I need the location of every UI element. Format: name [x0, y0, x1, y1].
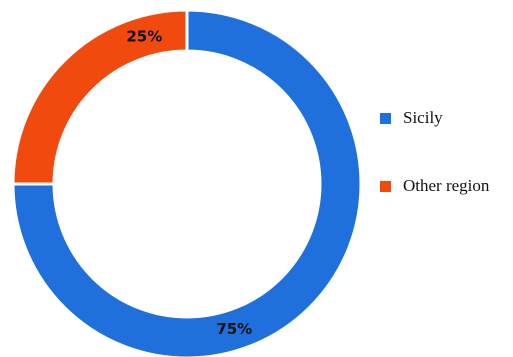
donut-slices — [11, 8, 363, 357]
legend-item-other-region: Other region — [380, 173, 489, 199]
slice-label-other-region: 25% — [126, 28, 162, 46]
legend-swatch-other-region — [380, 180, 391, 192]
legend-swatch-sicily — [380, 112, 391, 124]
legend-label-other-region: Other region — [403, 176, 490, 195]
slice-label-sicily: 75% — [216, 320, 252, 338]
legend-label-sicily: Sicily — [403, 108, 443, 127]
slice-sicily — [11, 8, 363, 357]
slice-labels: 75% 25% — [126, 28, 252, 338]
legend-item-sicily: Sicily — [380, 105, 489, 131]
chart-legend: Sicily Other region — [380, 105, 489, 241]
slice-other-region — [11, 8, 189, 186]
